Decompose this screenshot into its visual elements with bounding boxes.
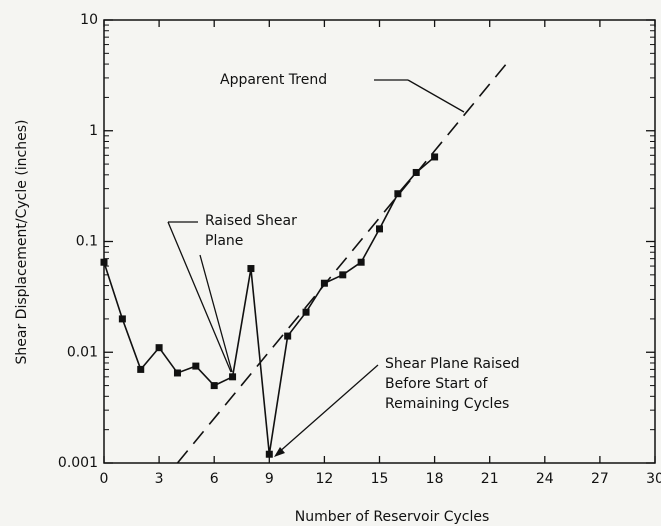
pointer <box>277 364 379 454</box>
x-axis-label: Number of Reservoir Cycles <box>295 509 490 525</box>
data-point <box>247 265 255 273</box>
data-point <box>394 190 402 198</box>
y-tick-label: 10 <box>80 12 98 28</box>
x-tick-label: 27 <box>591 471 609 487</box>
x-tick-label: 12 <box>315 471 333 487</box>
data-point <box>431 153 439 161</box>
data-point <box>229 373 237 381</box>
x-tick-label: 18 <box>426 471 444 487</box>
data-point <box>118 315 126 323</box>
pointer <box>167 221 232 373</box>
trend-line <box>176 61 509 464</box>
x-tick-label: 30 <box>646 471 661 487</box>
annotation: Remaining Cycles <box>385 396 509 412</box>
data-point <box>173 369 181 377</box>
data-point <box>357 258 365 266</box>
trend-label: Apparent Trend <box>220 72 327 88</box>
data-point <box>265 450 273 458</box>
plot-frame <box>103 19 656 464</box>
x-tick-label: 21 <box>481 471 499 487</box>
data-point <box>155 344 163 352</box>
y-tick-label: 1 <box>89 123 98 139</box>
arrow-head <box>274 447 285 457</box>
y-tick-label: 0.001 <box>58 455 98 471</box>
data-point <box>376 225 383 233</box>
data-point <box>100 258 108 266</box>
x-tick-label: 0 <box>100 471 109 487</box>
data-point <box>284 332 292 340</box>
data-point <box>210 382 218 390</box>
data-point <box>302 308 310 316</box>
annotation: Shear Plane Raised <box>385 356 520 372</box>
x-tick-label: 3 <box>155 471 164 487</box>
data-point <box>339 271 347 279</box>
annotation: Raised Shear <box>205 213 297 229</box>
annotation: Before Start of <box>385 376 488 392</box>
x-tick-label: 24 <box>536 471 554 487</box>
pointer <box>407 79 465 113</box>
x-tick-label: 9 <box>265 471 274 487</box>
pointer <box>199 254 233 373</box>
data-point <box>137 365 145 373</box>
x-tick-label: 6 <box>210 471 219 487</box>
y-tick-label: 0.1 <box>76 234 98 250</box>
y-tick-label: 0.01 <box>67 344 98 360</box>
data-point <box>320 279 328 287</box>
y-axis-label: Shear Displacement/Cycle (inches) <box>14 120 30 365</box>
annotation: Plane <box>205 233 243 249</box>
x-tick-label: 15 <box>371 471 389 487</box>
data-point <box>192 362 200 370</box>
